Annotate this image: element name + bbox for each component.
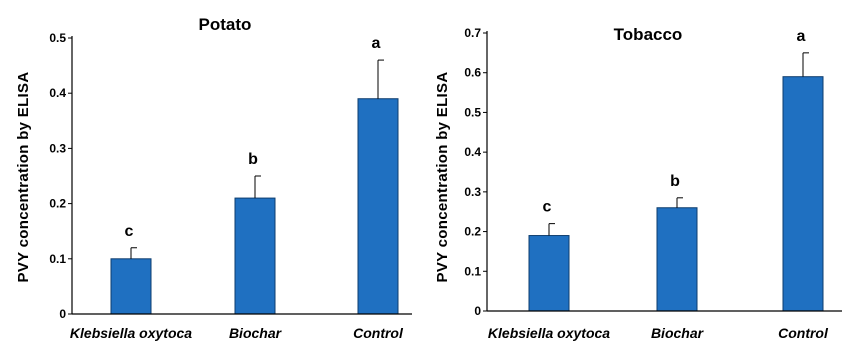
bar (357, 98, 399, 315)
y-tick-label: 0.1 (464, 264, 481, 278)
category-label: Biochar (229, 325, 283, 341)
category-label: Klebsiella oxytoca (488, 325, 610, 341)
y-ticks: 0 0.1 0.2 0.3 0.4 0.5 (49, 31, 72, 321)
bars: c b a (110, 35, 399, 315)
y-tick-label: 0.2 (49, 197, 66, 211)
category-labels: Klebsiella oxytoca Biochar Control (488, 325, 829, 341)
bars: c b a (528, 28, 824, 312)
chart-tobacco: Tobacco PVY concentration by ELISA 00.10… (434, 25, 842, 341)
y-tick-label: 0.3 (464, 185, 481, 199)
significance-label: a (372, 35, 381, 52)
y-tick-label: 0.7 (464, 26, 481, 40)
significance-label: b (248, 151, 258, 168)
y-axis-title: PVY concentration by ELISA (434, 72, 451, 283)
y-tick-label: 0.4 (464, 145, 481, 159)
bar (656, 207, 698, 312)
bar (528, 235, 570, 312)
category-labels: Klebsiella oxytoca Biochar Control (70, 325, 404, 341)
y-axis-title: PVY concentration by ELISA (15, 72, 32, 283)
chart-title: Tobacco (614, 25, 683, 44)
category-label: Control (353, 325, 404, 341)
y-tick-label: 0.5 (49, 31, 66, 45)
category-label: Biochar (651, 325, 705, 341)
significance-label: b (670, 173, 680, 190)
category-label: Klebsiella oxytoca (70, 325, 192, 341)
y-tick-label: 0 (474, 304, 481, 318)
significance-label: c (543, 199, 552, 216)
y-tick-label: 0.2 (464, 225, 481, 239)
axes (71, 36, 412, 315)
y-tick-label: 0.1 (49, 252, 66, 266)
y-tick-label: 0 (59, 307, 66, 321)
y-tick-label: 0.5 (464, 105, 481, 119)
axes (486, 31, 842, 312)
y-tick-label: 0.6 (464, 66, 481, 80)
bar (782, 76, 824, 312)
significance-label: a (797, 28, 806, 45)
chart-title: Potato (199, 15, 252, 34)
bar (110, 258, 152, 315)
category-label: Control (778, 325, 829, 341)
y-tick-label: 0.3 (49, 141, 66, 155)
significance-label: c (125, 223, 134, 240)
y-ticks: 0 0.1 0.2 0.3 0.4 0.5 0.6 0.7 (464, 26, 487, 318)
bar (234, 197, 276, 315)
chart-potato: Potato PVY concentration by ELISA 0 0.1 0.… (15, 15, 412, 341)
y-tick-label: 0.4 (49, 86, 66, 100)
